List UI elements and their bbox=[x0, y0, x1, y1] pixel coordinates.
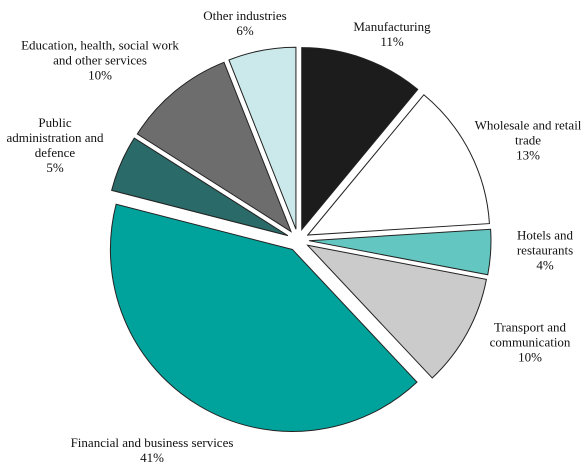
pie-slice bbox=[136, 61, 293, 233]
slice-label: Financial and business services 41% bbox=[37, 435, 267, 465]
category-name: Wholesale and retail trade bbox=[474, 117, 582, 148]
percent-label: 11% bbox=[380, 34, 404, 49]
slice-label: Other industries 6% bbox=[180, 8, 310, 38]
slice-label: Public administration and defence 5% bbox=[5, 115, 105, 175]
category-name: Hotels and restaurants bbox=[516, 227, 574, 258]
slice-label: Education, health, social work and other… bbox=[13, 38, 188, 83]
percent-label: 41% bbox=[140, 450, 164, 465]
percent-label: 10% bbox=[518, 349, 542, 365]
slice-label: Transport and communication 10% bbox=[475, 320, 585, 365]
category-name: Manufacturing bbox=[353, 19, 431, 34]
category-name: Education, health, social work and other… bbox=[21, 37, 179, 68]
pie-slice bbox=[308, 228, 492, 276]
pie-slice bbox=[306, 94, 490, 236]
slice-label: Wholesale and retail trade 13% bbox=[473, 118, 583, 163]
percent-label: 6% bbox=[236, 23, 254, 38]
pie-slice bbox=[306, 244, 488, 379]
pie-slice bbox=[111, 137, 289, 237]
percent-label: 13% bbox=[516, 147, 540, 163]
pie-slice bbox=[228, 46, 297, 230]
percent-label: 4% bbox=[536, 257, 554, 273]
percent-label: 5% bbox=[46, 160, 64, 175]
pie-slice bbox=[301, 47, 419, 232]
category-name: Transport and communication bbox=[489, 319, 571, 350]
slice-label: Hotels and restaurants 4% bbox=[500, 228, 587, 273]
pie-slice bbox=[109, 203, 418, 432]
category-name: Other industries bbox=[203, 8, 287, 23]
category-name: Financial and business services bbox=[70, 435, 234, 450]
slice-label: Manufacturing 11% bbox=[322, 19, 462, 49]
percent-label: 10% bbox=[88, 67, 112, 83]
category-name: Public administration and defence bbox=[6, 115, 104, 160]
